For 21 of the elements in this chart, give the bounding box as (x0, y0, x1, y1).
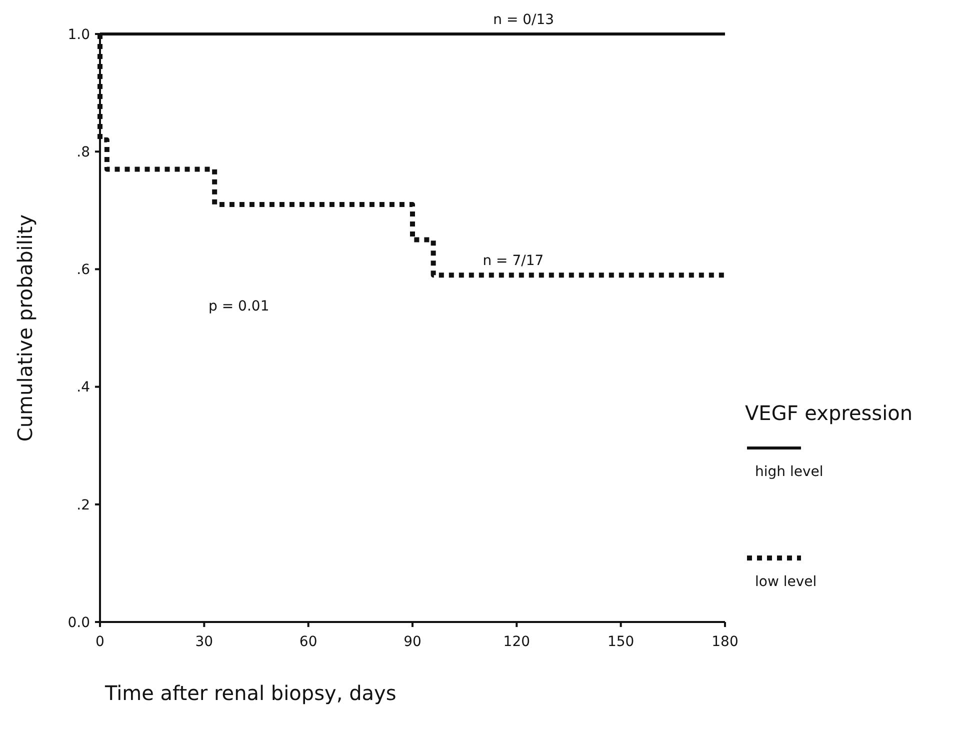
x-tick-label: 120 (503, 634, 530, 650)
annotation: n = 0/13 (493, 12, 554, 28)
x-tick-label: 30 (195, 634, 214, 650)
x-tick-label: 60 (299, 634, 318, 650)
y-tick-label: 1.0 (68, 26, 90, 43)
y-axis-title: Cumulative probability (13, 214, 37, 442)
legend-label: high level (755, 464, 824, 480)
y-tick-label: .4 (76, 380, 90, 396)
annotation: n = 7/17 (482, 253, 544, 270)
x-tick-label: 90 (404, 634, 422, 650)
x-tick-label: 0 (96, 634, 104, 650)
legend-label: low level (755, 574, 817, 590)
y-tick-label: 0.0 (68, 614, 90, 631)
annotation: p = 0.01 (208, 298, 270, 314)
x-tick-label: 180 (712, 634, 738, 650)
x-tick-label: 150 (607, 634, 634, 650)
y-tick-label: .2 (76, 497, 90, 514)
legend-title: VEGF expression (745, 401, 913, 425)
y-tick-label: .8 (76, 144, 90, 160)
x-axis-title: Time after renal biopsy, days (104, 681, 396, 705)
y-tick-label: .6 (76, 262, 90, 278)
